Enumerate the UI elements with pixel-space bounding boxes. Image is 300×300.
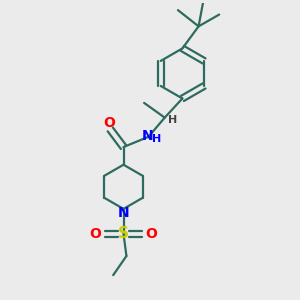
Text: H: H bbox=[168, 115, 178, 125]
Text: S: S bbox=[118, 226, 129, 242]
Text: O: O bbox=[103, 116, 115, 130]
Text: N: N bbox=[118, 206, 129, 220]
Text: H: H bbox=[152, 134, 161, 144]
Text: O: O bbox=[146, 227, 158, 241]
Text: N: N bbox=[142, 129, 154, 143]
Text: O: O bbox=[90, 227, 101, 241]
